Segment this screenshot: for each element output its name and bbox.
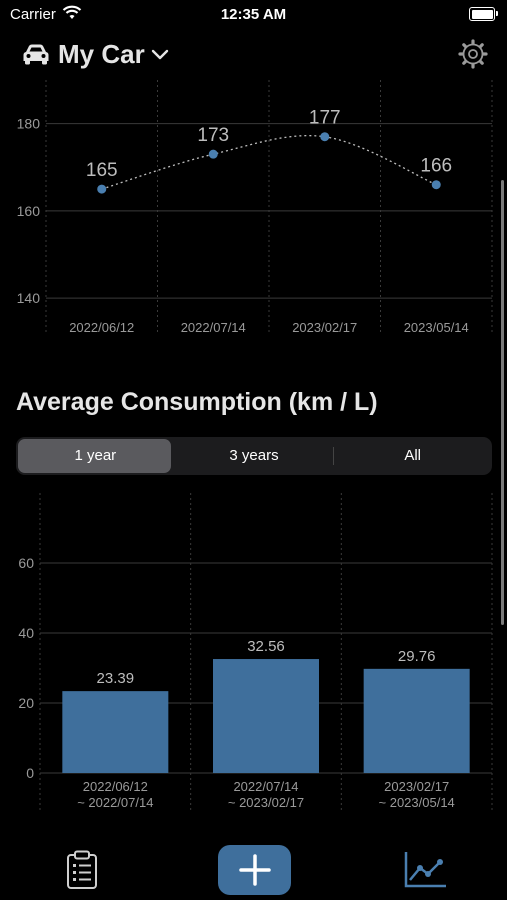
y-tick-label: 160 [17, 203, 41, 219]
segment-divider [333, 447, 334, 465]
bar [213, 659, 319, 773]
data-point [320, 132, 330, 142]
segment-selection-indicator [18, 439, 171, 473]
chart-icon[interactable] [404, 850, 448, 888]
y-tick-label: 180 [17, 116, 41, 132]
section-title: Average Consumption (km / L) [16, 388, 378, 416]
data-label: 177 [309, 108, 341, 129]
bar [62, 691, 169, 773]
add-button[interactable] [218, 845, 291, 895]
status-time: 12:35 AM [220, 6, 287, 23]
data-label: 165 [86, 160, 118, 181]
data-point [208, 149, 218, 159]
x-tick-label-end: ~ 2022/07/14 [77, 795, 153, 810]
battery-icon [469, 7, 498, 21]
bar-value-label: 23.39 [97, 670, 135, 687]
data-point [431, 180, 441, 190]
scrollbar[interactable] [501, 180, 504, 625]
bar-value-label: 32.56 [247, 638, 285, 655]
segment-all[interactable]: All [404, 447, 422, 464]
x-tick-label-start: 2022/06/12 [83, 779, 148, 794]
series-line [101, 135, 437, 190]
bar-chart: 0 20 40 60 23.39 2022/06/12~ 2022/07/14 32.56 2… [18, 493, 493, 813]
y-tick-label: 60 [18, 555, 34, 571]
bar [363, 668, 470, 773]
carrier-label: Carrier [10, 6, 56, 23]
period-segmented-control[interactable]: 1 year 3 years All [16, 437, 492, 475]
chevron-down-icon [151, 49, 168, 60]
y-tick-label: 140 [17, 290, 41, 306]
x-tick-label: 2023/02/17 [292, 320, 357, 335]
list-icon[interactable] [66, 850, 98, 890]
bar-value-label: 29.76 [398, 648, 436, 665]
gear-icon[interactable] [457, 38, 489, 70]
x-tick-label-start: 2023/02/17 [384, 779, 449, 794]
x-tick-label-end: ~ 2023/02/17 [228, 795, 304, 810]
data-label: 173 [197, 125, 229, 146]
segment-3-years[interactable]: 3 years [229, 447, 279, 464]
y-tick-label: 20 [18, 695, 34, 711]
x-tick-label-end: ~ 2023/05/14 [379, 795, 455, 810]
x-tick-label-start: 2022/07/14 [233, 779, 298, 794]
status-bar: Carrier 12:35 AM [0, 0, 507, 30]
add-icon [238, 854, 271, 886]
segment-1-year[interactable]: 1 year [74, 447, 117, 464]
wifi-icon [62, 5, 82, 19]
data-point [97, 184, 107, 194]
car-name: My Car [58, 38, 145, 69]
x-tick-label: 2022/07/14 [181, 320, 246, 335]
y-tick-label: 0 [26, 765, 34, 781]
car-selector[interactable]: My Car [22, 36, 169, 72]
y-tick-label: 40 [18, 625, 34, 641]
car-icon [23, 44, 49, 65]
x-tick-label: 2023/05/14 [404, 320, 469, 335]
line-chart: 140 160 180 165 2022/06/12 173 2022/07/14 177 20… [17, 80, 493, 335]
data-label: 166 [420, 156, 452, 177]
x-tick-label: 2022/06/12 [69, 320, 134, 335]
